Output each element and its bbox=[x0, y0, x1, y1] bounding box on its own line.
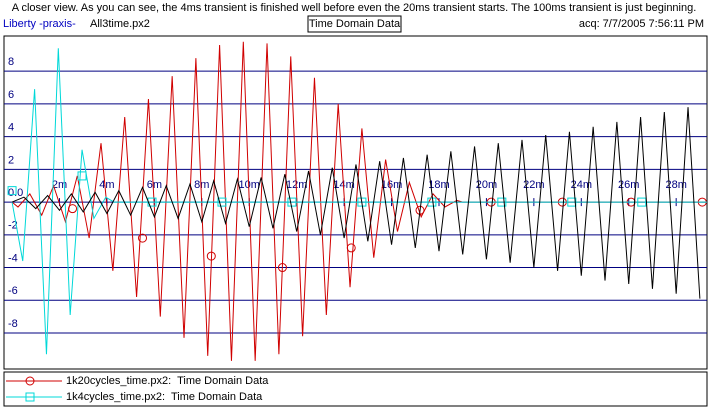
marker bbox=[7, 186, 17, 196]
x-tick-label: 8m bbox=[194, 179, 209, 191]
marker bbox=[567, 197, 577, 207]
center-label: Time Domain Data bbox=[309, 18, 401, 30]
x-tick-label: 14m bbox=[333, 179, 354, 191]
marker bbox=[206, 251, 216, 261]
x-tick-label: 22m bbox=[523, 179, 544, 191]
series-line bbox=[11, 107, 701, 299]
marker bbox=[427, 197, 437, 207]
x-tick-label: 4m bbox=[99, 179, 114, 191]
series-line bbox=[11, 41, 707, 361]
marker bbox=[637, 197, 647, 207]
legend-label: 1k20cycles_time.px2: Time Domain Data bbox=[66, 375, 269, 387]
file-name: All3time.px2 bbox=[90, 18, 150, 30]
center-box bbox=[307, 15, 402, 33]
legend: 1k20cycles_time.px2: Time Domain Data 1k4… bbox=[6, 375, 269, 403]
y-tick-label: 2 bbox=[8, 154, 14, 166]
y-tick-label: -8 bbox=[8, 318, 18, 330]
app-name: Liberty -praxis- bbox=[3, 18, 76, 30]
x-tick-label: 10m bbox=[239, 179, 260, 191]
marker bbox=[287, 197, 297, 207]
y-tick-label: 4 bbox=[8, 122, 14, 134]
marker bbox=[25, 376, 35, 386]
x-tick-label: 24m bbox=[571, 179, 592, 191]
legend-label: 1k4cycles_time.px2: Time Domain Data bbox=[66, 391, 263, 403]
y-tick-label: -4 bbox=[8, 252, 18, 264]
marker bbox=[68, 204, 78, 214]
y-tick-label: -2 bbox=[8, 220, 18, 232]
x-tick-label: 18m bbox=[428, 179, 449, 191]
marker bbox=[217, 197, 227, 207]
series-line bbox=[11, 48, 707, 355]
y-tick-label: -6 bbox=[8, 285, 18, 297]
y-tick-label: 8 bbox=[8, 56, 14, 68]
x-tick-label: 28m bbox=[665, 179, 686, 191]
x-tick-label: 2m bbox=[52, 179, 67, 191]
y-tick-label: 6 bbox=[8, 89, 14, 101]
x-tick-label: 16m bbox=[381, 179, 402, 191]
x-tick-label: 26m bbox=[618, 179, 639, 191]
acq-label: acq: 7/7/2005 7:56:11 PM bbox=[579, 18, 704, 30]
legend-frame bbox=[3, 371, 708, 407]
chart-title: A closer view. As you can see, the 4ms t… bbox=[12, 2, 697, 14]
x-tick-label: 6m bbox=[147, 179, 162, 191]
marker bbox=[25, 392, 35, 402]
marker bbox=[277, 263, 287, 273]
marker bbox=[497, 197, 507, 207]
marker bbox=[77, 171, 87, 181]
marker bbox=[346, 243, 356, 253]
x-tick-label: 20m bbox=[476, 179, 497, 191]
marker bbox=[138, 233, 148, 243]
